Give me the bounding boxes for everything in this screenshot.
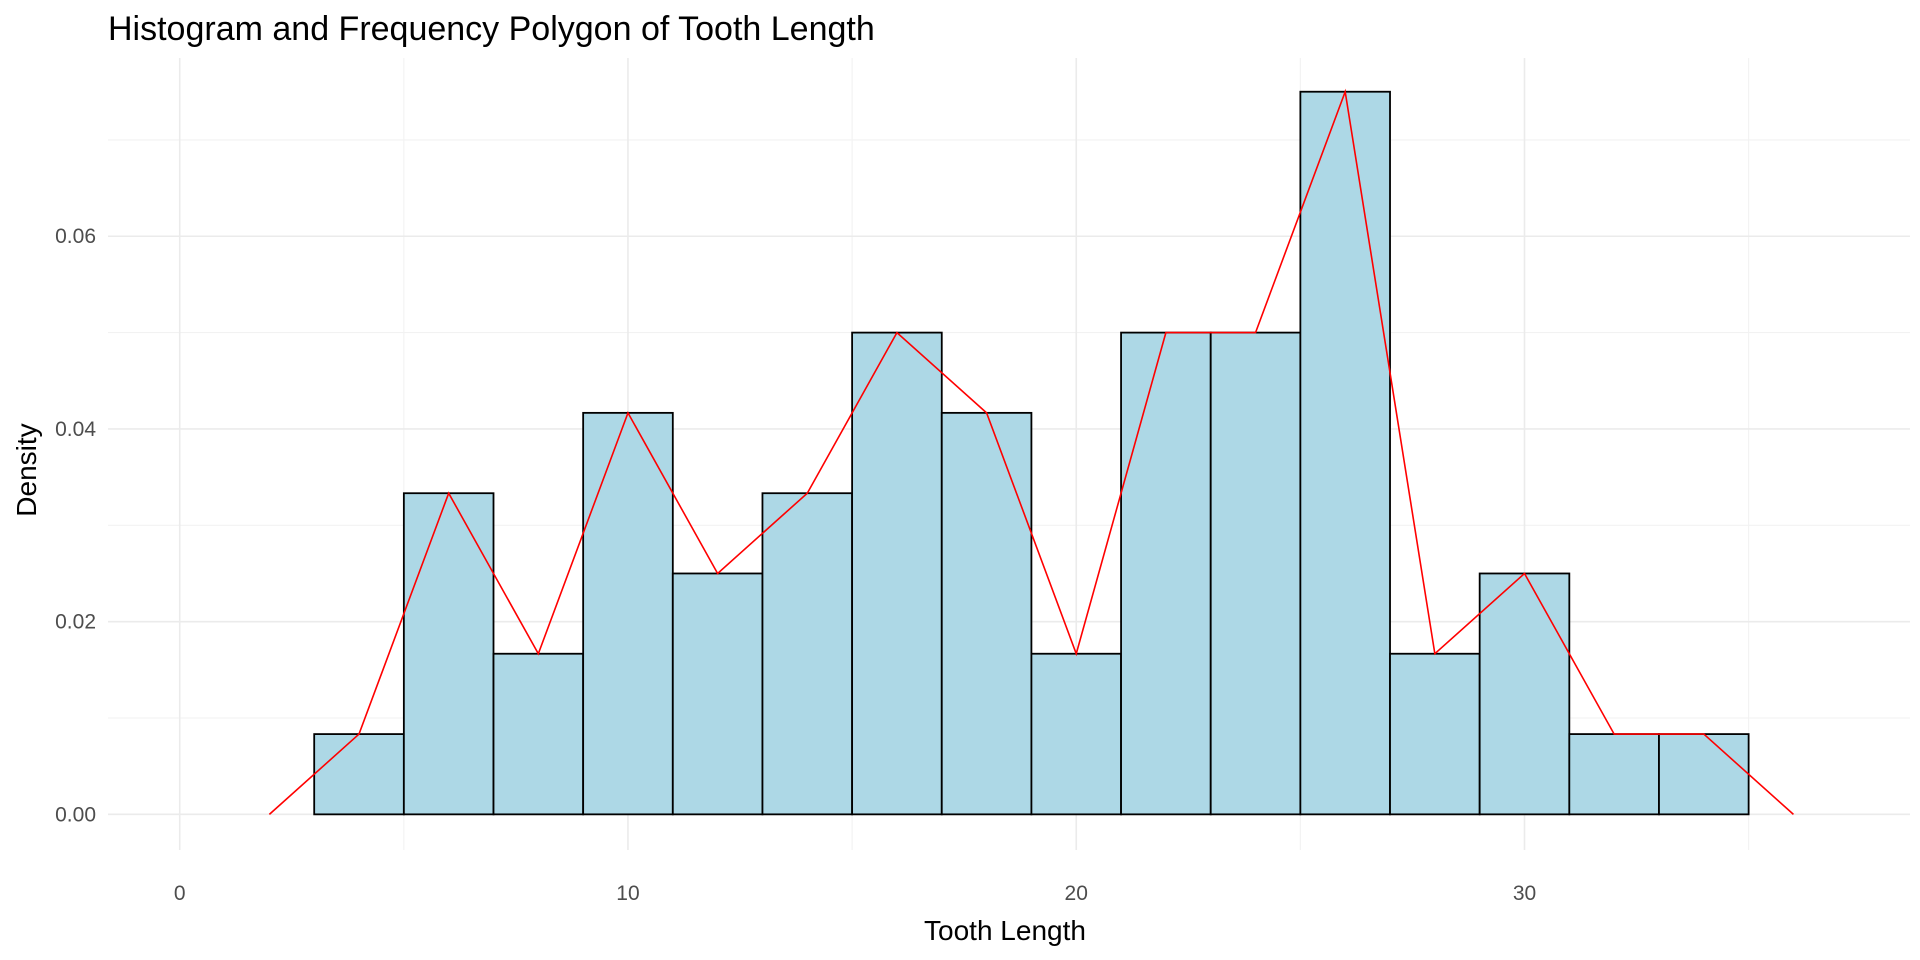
frequency-polygon-line xyxy=(268,88,1794,815)
histogram-bar xyxy=(582,411,674,816)
x-tick-label: 30 xyxy=(1513,882,1536,905)
histogram-bar xyxy=(402,492,495,816)
histogram-bars xyxy=(313,90,1750,816)
histogram-bar xyxy=(1209,331,1302,816)
histogram-bar xyxy=(1658,733,1750,816)
x-axis-title: Tooth Length xyxy=(924,915,1086,946)
chart-title: Histogram and Frequency Polygon of Tooth… xyxy=(108,10,875,48)
histogram-bar xyxy=(1120,331,1212,816)
y-tick-label: 0.06 xyxy=(55,225,96,248)
x-tick-label: 20 xyxy=(1065,882,1088,905)
histogram-bar xyxy=(671,572,764,816)
y-tick-label: 0.04 xyxy=(55,418,96,441)
histogram-bar xyxy=(1030,652,1122,816)
histogram-bar xyxy=(1568,733,1660,816)
y-axis-ticks: 0.00 0.02 0.04 0.06 xyxy=(55,225,96,826)
histogram-bar xyxy=(313,733,405,816)
y-axis-title: Density xyxy=(11,423,42,516)
histogram-bar xyxy=(492,652,585,816)
x-tick-label: 10 xyxy=(616,882,639,905)
y-tick-label: 0.02 xyxy=(55,611,96,634)
histogram-bar xyxy=(940,411,1033,816)
histogram-bar xyxy=(851,331,943,816)
histogram-bar xyxy=(761,492,854,816)
x-tick-label: 0 xyxy=(174,882,186,905)
frequency-polygon xyxy=(268,88,1794,815)
histogram-bar xyxy=(1299,90,1391,816)
histogram-bar xyxy=(1389,652,1481,816)
x-axis-ticks: 0 10 20 30 xyxy=(174,882,1536,905)
histogram-bar xyxy=(1478,572,1571,816)
y-tick-label: 0.00 xyxy=(55,803,96,826)
